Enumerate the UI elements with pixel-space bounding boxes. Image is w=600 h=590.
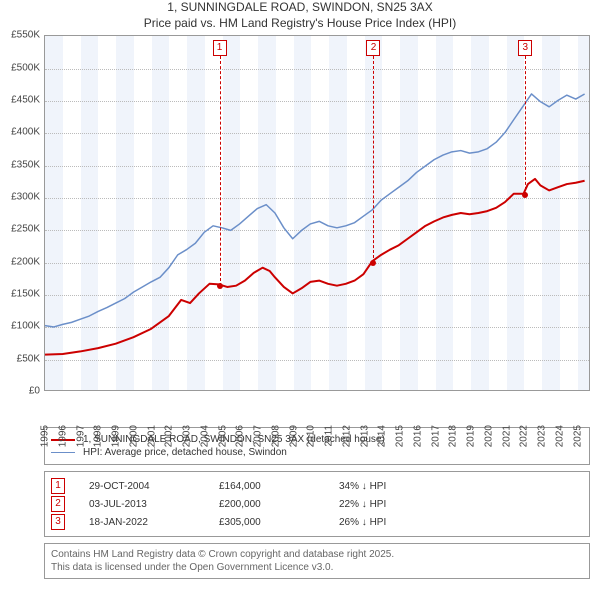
sale-index: 3: [51, 514, 65, 530]
x-tick-label: 2021: [499, 425, 512, 447]
x-axis: 1995199619971998199920002001200220032004…: [44, 391, 590, 425]
sale-marker-dot: [370, 260, 376, 266]
y-tick-label: £550K: [11, 30, 44, 41]
x-tick-label: 2023: [535, 425, 548, 447]
x-tick-label: 2004: [197, 425, 210, 447]
legend-label: HPI: Average price, detached house, Swin…: [83, 447, 287, 458]
y-tick-label: £400K: [11, 127, 44, 138]
y-tick-label: £350K: [11, 159, 44, 170]
x-tick-label: 1999: [109, 425, 122, 447]
sale-marker-line: [373, 56, 374, 263]
sale-marker-label: 2: [366, 40, 380, 56]
legend-item: HPI: Average price, detached house, Swin…: [51, 447, 583, 458]
x-tick-label: 2025: [570, 425, 583, 447]
x-tick-label: 2016: [410, 425, 423, 447]
x-tick-label: 2019: [464, 425, 477, 447]
sale-marker-label: 1: [213, 40, 227, 56]
x-tick-label: 2024: [552, 425, 565, 447]
x-tick-label: 2017: [428, 425, 441, 447]
sale-row: 2 03-JUL-2013£200,00022% ↓ HPI: [51, 496, 583, 512]
sale-delta: 26% ↓ HPI: [339, 517, 386, 528]
sale-marker-line: [220, 56, 221, 286]
sale-delta: 22% ↓ HPI: [339, 499, 386, 510]
x-tick-label: 2006: [233, 425, 246, 447]
sale-delta: 34% ↓ HPI: [339, 481, 386, 492]
sale-date: 18-JAN-2022: [89, 517, 219, 528]
y-tick-label: £150K: [11, 289, 44, 300]
x-tick-label: 2022: [517, 425, 530, 447]
x-tick-label: 1995: [38, 425, 51, 447]
chart: 123 £0£50K£100K£150K£200K£250K£300K£350K…: [44, 35, 590, 391]
x-tick-label: 1998: [91, 425, 104, 447]
sale-marker-dot: [217, 283, 223, 289]
sale-marker-label: 3: [518, 40, 532, 56]
x-tick-label: 2015: [393, 425, 406, 447]
x-tick-label: 2003: [180, 425, 193, 447]
x-tick-label: 2001: [144, 425, 157, 447]
x-tick-label: 1997: [73, 425, 86, 447]
x-tick-label: 2002: [162, 425, 175, 447]
y-tick-label: £0: [29, 386, 44, 397]
x-tick-label: 2005: [215, 425, 228, 447]
x-tick-label: 2010: [304, 425, 317, 447]
x-tick-label: 2011: [322, 425, 335, 447]
x-tick-label: 2007: [251, 425, 264, 447]
title-line-1: 1, SUNNINGDALE ROAD, SWINDON, SN25 3AX: [0, 0, 600, 16]
x-tick-label: 1996: [55, 425, 68, 447]
sale-price: £164,000: [219, 481, 339, 492]
credit-line-1: Contains HM Land Registry data © Crown c…: [51, 548, 583, 561]
y-tick-label: £450K: [11, 94, 44, 105]
credit: Contains HM Land Registry data © Crown c…: [44, 543, 590, 579]
sales-table: 1 29-OCT-2004£164,00034% ↓ HPI 2 03-JUL-201…: [44, 471, 590, 537]
x-tick-label: 2018: [446, 425, 459, 447]
sale-row: 3 18-JAN-2022£305,00026% ↓ HPI: [51, 514, 583, 530]
x-tick-label: 2009: [286, 425, 299, 447]
series-hpi: [45, 94, 585, 327]
legend-swatch: [51, 452, 75, 453]
chart-lines-svg: [45, 36, 589, 390]
series-price_paid: [45, 179, 585, 355]
sale-date: 29-OCT-2004: [89, 481, 219, 492]
x-tick-label: 2012: [339, 425, 352, 447]
sale-price: £200,000: [219, 499, 339, 510]
x-tick-label: 2013: [357, 425, 370, 447]
y-tick-label: £500K: [11, 62, 44, 73]
credit-line-2: This data is licensed under the Open Gov…: [51, 561, 583, 574]
x-tick-label: 2020: [481, 425, 494, 447]
x-tick-label: 2014: [375, 425, 388, 447]
x-tick-label: 2000: [126, 425, 139, 447]
sale-row: 1 29-OCT-2004£164,00034% ↓ HPI: [51, 478, 583, 494]
title-line-2: Price paid vs. HM Land Registry's House …: [0, 16, 600, 32]
sale-index: 2: [51, 496, 65, 512]
y-tick-label: £100K: [11, 321, 44, 332]
plot-area: 1 2 3: [44, 35, 590, 391]
sale-index: 1: [51, 478, 65, 494]
sale-price: £305,000: [219, 517, 339, 528]
x-tick-label: 2008: [268, 425, 281, 447]
sale-marker-line: [525, 56, 526, 195]
y-tick-label: £200K: [11, 256, 44, 267]
y-tick-label: £50K: [17, 353, 44, 364]
y-tick-label: £300K: [11, 192, 44, 203]
sale-marker-dot: [522, 192, 528, 198]
y-tick-label: £250K: [11, 224, 44, 235]
sale-date: 03-JUL-2013: [89, 499, 219, 510]
